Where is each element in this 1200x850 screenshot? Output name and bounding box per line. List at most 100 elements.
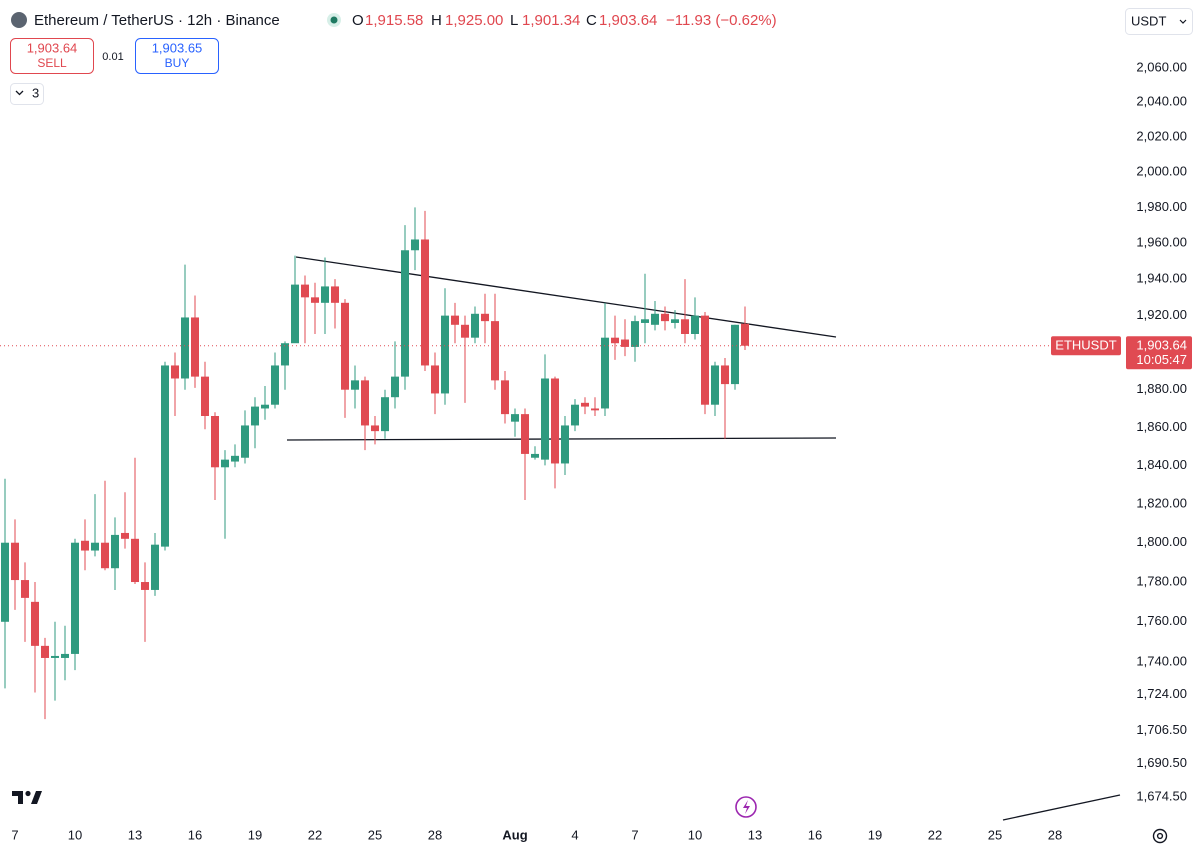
candle-body	[251, 406, 259, 426]
x-tick-label: 10	[68, 827, 82, 842]
candle-body	[611, 337, 619, 344]
candle-body	[571, 404, 579, 426]
x-tick-label: 22	[928, 827, 942, 842]
y-tick-label: 1,940.00	[1136, 271, 1187, 286]
candle-body	[311, 297, 319, 303]
sell-label[interactable]: SELL	[37, 56, 67, 70]
candle-body	[361, 380, 369, 426]
indicators-toggle[interactable]	[10, 83, 44, 105]
candle-body	[741, 323, 749, 346]
candle-body	[461, 324, 469, 338]
x-tick-label: 16	[188, 827, 202, 842]
candle-body	[181, 317, 189, 379]
candle-body	[711, 365, 719, 405]
candle-body	[11, 542, 19, 581]
x-tick-label: 25	[368, 827, 382, 842]
y-tick-label: 1,860.00	[1136, 419, 1187, 434]
ohlc-value: 1,925.00	[445, 12, 503, 29]
symbol-badge-text: ETHUSDT	[1055, 338, 1116, 353]
candle-body	[601, 337, 609, 409]
candle-body	[641, 319, 649, 323]
price-badge	[1126, 336, 1192, 370]
y-tick-label: 2,020.00	[1136, 128, 1187, 143]
candle-body	[61, 653, 69, 658]
candle-body	[211, 416, 219, 468]
candle-body	[51, 655, 59, 658]
ohlc-value: 1,901.34	[522, 12, 580, 29]
trend-line	[1002, 794, 1121, 821]
candle-body	[121, 532, 129, 539]
y-tick-label: 1,674.50	[1136, 788, 1187, 803]
candle-body	[511, 414, 519, 422]
y-tick-label: 2,040.00	[1136, 94, 1187, 109]
candle-body	[351, 380, 359, 390]
candle-body	[71, 542, 79, 654]
candle-body	[591, 408, 599, 411]
countdown: 10:05:47	[1136, 352, 1187, 367]
candle-body	[421, 239, 429, 366]
sell-button[interactable]	[10, 38, 94, 74]
candle-body	[191, 317, 199, 377]
ohlc-value: 1,915.58	[365, 12, 423, 29]
y-tick-label: 1,724.00	[1136, 686, 1187, 701]
candle-body	[481, 313, 489, 322]
status-dot	[330, 16, 338, 24]
candle-body	[291, 284, 299, 344]
candle-body	[561, 425, 569, 464]
buy-price[interactable]: 1,903.65	[152, 40, 203, 55]
candle-body	[631, 321, 639, 347]
indicators-count[interactable]: 3	[32, 85, 39, 100]
buy-button[interactable]	[135, 38, 219, 74]
candle-body	[321, 286, 329, 303]
plot-area	[0, 207, 1121, 821]
candle-body	[241, 425, 249, 458]
x-tick-label: 7	[631, 827, 638, 842]
candle-body	[721, 365, 729, 385]
chevron	[15, 90, 24, 96]
candle-body	[371, 425, 379, 432]
candle-body	[301, 284, 309, 298]
buy-label[interactable]: BUY	[165, 56, 190, 70]
x-tick-label: 28	[428, 827, 442, 842]
candle-body	[131, 538, 139, 583]
y-tick-label: 1,820.00	[1136, 495, 1187, 510]
candle-body	[201, 376, 209, 417]
sell-price[interactable]: 1,903.64	[27, 40, 78, 55]
x-tick-label: 28	[1048, 827, 1062, 842]
x-tick-label: 25	[988, 827, 1002, 842]
candle-body	[401, 250, 409, 377]
symbol-title: Ethereum / TetherUS · 12h · Binance	[34, 12, 280, 29]
tv-logo	[12, 790, 42, 804]
spread: 0.01	[102, 51, 123, 63]
candle-body	[41, 645, 49, 658]
y-tick-label: 1,880.00	[1136, 381, 1187, 396]
candle-body	[541, 378, 549, 460]
x-tick-label: 13	[128, 827, 142, 842]
ohlc-label: L	[510, 12, 518, 29]
ohlc-label: O	[352, 12, 364, 29]
candle-body	[581, 402, 589, 407]
candle-body	[411, 239, 419, 251]
candle-body	[621, 339, 629, 347]
candle-body	[451, 315, 459, 325]
x-tick-label: 22	[308, 827, 322, 842]
candle-body	[101, 542, 109, 569]
candle-body	[381, 397, 389, 432]
candle-body	[341, 302, 349, 390]
symbol-icon	[11, 12, 27, 28]
candle-body	[431, 365, 439, 394]
x-tick-label: 16	[808, 827, 822, 842]
candle-body	[521, 414, 529, 454]
y-tick-label: 1,920.00	[1136, 307, 1187, 322]
candle-body	[1, 542, 9, 622]
settings-icon[interactable]	[1152, 828, 1168, 844]
y-tick-label: 1,740.00	[1136, 653, 1187, 668]
currency-select[interactable]	[1125, 8, 1193, 35]
alert-icon[interactable]	[735, 796, 757, 818]
currency[interactable]: USDT	[1131, 13, 1166, 28]
x-tick-label: 10	[688, 827, 702, 842]
candle-body	[221, 459, 229, 468]
x-tick-label: 4	[571, 827, 578, 842]
candle-body	[81, 540, 89, 551]
